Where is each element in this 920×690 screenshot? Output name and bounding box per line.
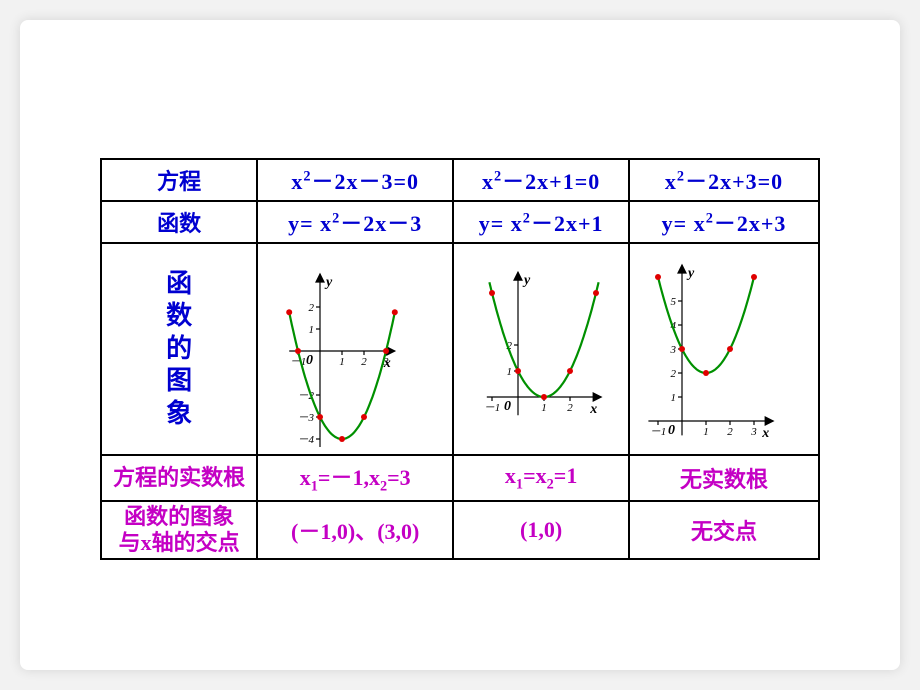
svg-text:1: 1 [507,366,513,378]
svg-text:1: 1 [671,392,677,404]
graph-cell-3: xy－1123123450 [629,243,819,455]
function-3: y= x2－2x+3 [629,201,819,243]
svg-text:2: 2 [671,368,677,380]
roots-3: 无实数根 [629,455,819,501]
svg-text:2: 2 [727,426,733,438]
svg-text:2: 2 [309,302,315,314]
svg-text:0: 0 [668,423,675,438]
roots-2: x1=x2=1 [453,455,629,501]
row-function: 函数 y= x2－2x－3 y= x2－2x+1 y= x2－2x+3 [101,201,819,243]
row-intersections: 函数的图象与x轴的交点 (－1,0)、(3,0) (1,0) 无交点 [101,501,819,559]
intersect-3: 无交点 [629,501,819,559]
equation-3: x2－2x+3=0 [629,159,819,201]
equation-2: x2－2x+1=0 [453,159,629,201]
graph-row-label: 函数的图象 [101,243,257,455]
function-2: y= x2－2x+1 [453,201,629,243]
svg-text:－3: －3 [298,412,315,424]
svg-text:5: 5 [671,296,677,308]
function-1: y= x2－2x－3 [257,201,453,243]
svg-text:1: 1 [703,426,709,438]
svg-text:2: 2 [567,402,573,414]
svg-text:y: y [686,266,695,281]
function-row-label: 函数 [101,201,257,243]
graph-cell-1: xy－112312－2－3－40 [257,243,453,455]
graph-label-text: 函数的图象 [102,268,256,431]
svg-text:3: 3 [670,344,677,356]
svg-text:－1: －1 [290,356,307,368]
svg-text:2: 2 [361,356,367,368]
equation-1: x2－2x－3=0 [257,159,453,201]
svg-text:1: 1 [541,402,547,414]
roots-row-label: 方程的实数根 [101,455,257,501]
intersect-1: (－1,0)、(3,0) [257,501,453,559]
row-roots: 方程的实数根 x1=－1,x2=3 x1=x2=1 无实数根 [101,455,819,501]
svg-text:x: x [761,426,769,441]
svg-text:－1: －1 [650,426,667,438]
equation-row-label: 方程 [101,159,257,201]
row-graph: 函数的图象 xy－112312－2－3－40 xy－112120 xy－1123… [101,243,819,455]
roots-1: x1=－1,x2=3 [257,455,453,501]
graph-cell-2: xy－112120 [453,243,629,455]
svg-text:y: y [522,273,531,288]
svg-text:－1: －1 [484,402,501,414]
comparison-table: 方程 x2－2x－3=0 x2－2x+1=0 x2－2x+3=0 函数 y= x… [100,158,820,560]
svg-text:0: 0 [306,353,313,368]
slide: 方程 x2－2x－3=0 x2－2x+1=0 x2－2x+3=0 函数 y= x… [20,20,900,670]
intersect-row-label: 函数的图象与x轴的交点 [101,501,257,559]
svg-text:1: 1 [339,356,345,368]
row-equation: 方程 x2－2x－3=0 x2－2x+1=0 x2－2x+3=0 [101,159,819,201]
svg-text:1: 1 [309,324,315,336]
intersect-2: (1,0) [453,501,629,559]
svg-text:x: x [589,402,597,417]
svg-text:0: 0 [504,399,511,414]
svg-text:3: 3 [750,426,757,438]
svg-text:y: y [324,275,333,290]
svg-text:－4: －4 [298,434,315,446]
